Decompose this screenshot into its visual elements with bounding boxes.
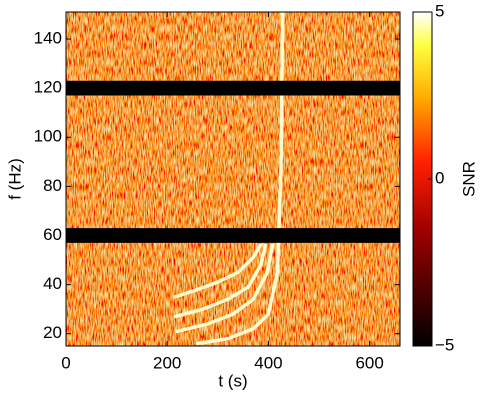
y-tick-label: 40: [43, 274, 62, 293]
chirp-track: [175, 243, 275, 334]
y-tick-label: 120: [34, 78, 62, 97]
x-axis-label: t (s): [218, 371, 247, 390]
chirp-track: [173, 243, 268, 319]
colorbar-tick-label: −5: [435, 335, 454, 354]
x-tick-label: 200: [153, 353, 181, 372]
chirp-track: [173, 243, 263, 299]
colorbar-tick-label: 5: [435, 1, 444, 20]
axes-frame: [65, 11, 401, 347]
notch-band: [66, 80, 400, 96]
notch-band: [66, 228, 400, 243]
y-tick-label: 20: [43, 323, 62, 342]
colorbar-label: SNR: [459, 161, 478, 197]
chirp-track: [195, 12, 285, 346]
noise-background: [66, 12, 400, 346]
colorbar-tick-label: 0: [435, 168, 444, 187]
x-tick-label: 400: [254, 353, 282, 372]
y-tick-label: 80: [43, 176, 62, 195]
y-tick-label: 100: [34, 127, 62, 146]
x-tick-label: 0: [61, 353, 70, 372]
y-tick-label: 140: [34, 28, 62, 47]
y-tick-label: 60: [43, 225, 62, 244]
y-axis-label: f (Hz): [5, 158, 24, 200]
plot-area: [66, 12, 400, 346]
x-tick-label: 600: [355, 353, 383, 372]
